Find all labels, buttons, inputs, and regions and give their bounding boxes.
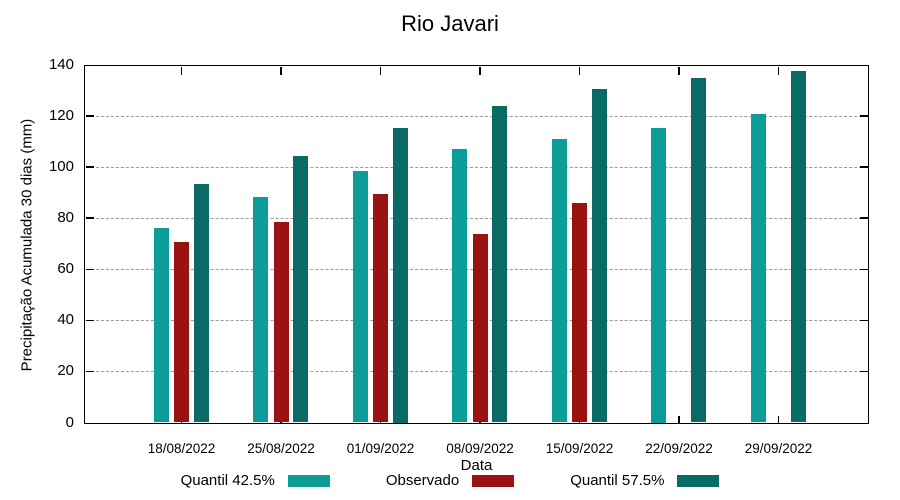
bar-series3-cat7 xyxy=(790,71,806,423)
legend-item-2: Observado xyxy=(385,472,515,489)
x-tick-label: 29/09/2022 xyxy=(744,441,813,456)
y-tick-label: 80 xyxy=(57,209,74,227)
y-tick-left xyxy=(85,319,94,322)
legend-label: Observado xyxy=(385,472,460,489)
y-axis-title: Precipitação Acumulada 30 dias (mm) xyxy=(18,118,36,372)
bar-series3-cat4 xyxy=(492,105,507,423)
bar-series1-cat6 xyxy=(651,127,667,423)
bar-series3-cat2 xyxy=(293,155,308,423)
x-tick-bottom xyxy=(777,415,780,424)
y-tick-label: 60 xyxy=(57,260,74,278)
bar-series3-cat6 xyxy=(691,77,706,423)
bar-series3-cat3 xyxy=(392,127,408,423)
y-tick-right xyxy=(859,217,868,219)
chart-title: Rio Javari xyxy=(401,11,499,36)
legend-swatch xyxy=(677,474,720,487)
bar-series2-cat1 xyxy=(174,242,189,423)
y-tick-label: 100 xyxy=(48,158,74,176)
y-tick-right xyxy=(859,370,868,373)
bar-series1-cat5 xyxy=(551,139,567,423)
legend-label: Quantil 57.5% xyxy=(570,472,665,489)
x-tick-top xyxy=(777,66,780,75)
legend-swatch xyxy=(287,474,330,487)
x-tick-label: 25/08/2022 xyxy=(247,441,315,456)
y-tick-right xyxy=(859,268,868,271)
gridline-y80 xyxy=(86,217,867,219)
x-tick-top xyxy=(379,66,382,75)
bar-series1-cat7 xyxy=(750,113,766,423)
y-tick-label: 120 xyxy=(48,107,74,125)
bar-series1-cat4 xyxy=(452,149,468,423)
y-tick-label: 40 xyxy=(57,311,74,329)
bar-series2-cat5 xyxy=(572,202,587,423)
y-tick-left xyxy=(85,268,94,271)
legend: Quantil 42.5% Observado Quantil 57.5% xyxy=(0,472,900,489)
legend-item-3: Quantil 57.5% xyxy=(570,472,720,489)
x-tick-label: 18/08/2022 xyxy=(147,441,216,456)
y-tick-left xyxy=(85,115,94,117)
y-tick-left xyxy=(85,217,94,219)
plot-area-border xyxy=(84,65,869,424)
y-tick-label: 0 xyxy=(65,413,74,431)
legend-swatch xyxy=(472,474,515,487)
x-tick-top xyxy=(180,66,183,75)
bar-series3-cat1 xyxy=(193,183,209,423)
x-axis-title: Data xyxy=(460,457,493,474)
x-tick-label: 22/09/2022 xyxy=(645,441,713,456)
bar-series2-cat2 xyxy=(273,222,289,423)
y-tick-label: 140 xyxy=(48,56,74,73)
y-tick-left xyxy=(85,166,94,168)
x-tick-bottom xyxy=(678,415,680,424)
y-tick-right xyxy=(859,319,868,322)
legend-label: Quantil 42.5% xyxy=(180,472,275,489)
bar-series1-cat3 xyxy=(352,170,368,423)
bar-series1-cat1 xyxy=(153,228,169,423)
x-tick-label: 15/09/2022 xyxy=(545,441,614,456)
y-tick-left xyxy=(85,370,94,373)
x-tick-label: 08/09/2022 xyxy=(446,441,514,456)
y-tick-right xyxy=(859,115,868,117)
gridline-y120 xyxy=(86,115,867,117)
gridline-y100 xyxy=(86,166,867,168)
y-tick-right xyxy=(859,166,868,168)
bar-series2-cat4 xyxy=(472,233,488,423)
x-tick-top xyxy=(678,66,680,75)
bar-series1-cat2 xyxy=(253,196,269,423)
bar-series2-cat3 xyxy=(373,193,388,423)
legend-item-1: Quantil 42.5% xyxy=(181,472,330,489)
bar-series3-cat5 xyxy=(591,89,607,423)
y-tick-label: 20 xyxy=(57,362,74,380)
x-tick-top xyxy=(578,66,581,75)
x-tick-top xyxy=(479,66,481,75)
x-tick-top xyxy=(280,66,282,75)
x-tick-label: 01/09/2022 xyxy=(346,441,415,456)
